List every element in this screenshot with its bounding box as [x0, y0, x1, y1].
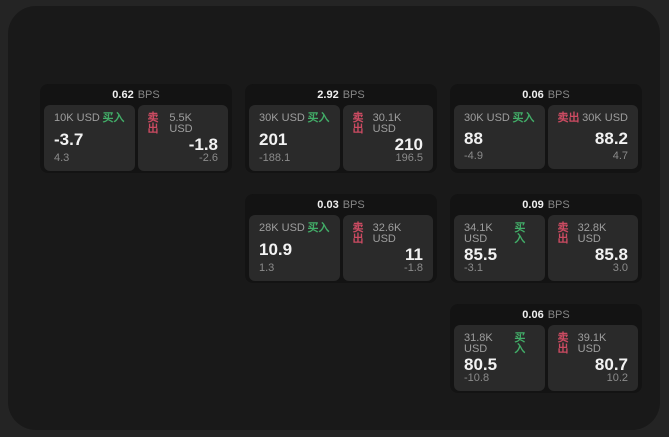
sell-side-label: 卖出: [147, 112, 159, 135]
quote-card: 0.06 BPS 30K USD 买入 88 -4.9 卖出 30K USD: [450, 84, 642, 173]
sell-delta: 196.5: [395, 152, 423, 164]
bps-unit-label: BPS: [342, 198, 365, 211]
sell-delta: -2.6: [199, 152, 218, 164]
bps-header: 0.09 BPS: [450, 194, 642, 215]
quote-card: 0.09 BPS 34.1K USD 买入 85.5 -3.1 卖出 32.8K…: [450, 194, 642, 283]
bps-header: 0.06 BPS: [450, 84, 642, 105]
buy-price: 88: [464, 128, 483, 148]
app-window: 0.62 BPS 10K USD 买入 -3.7 4.3 卖出 5.5K USD: [8, 6, 660, 430]
sell-side-label: 卖出: [557, 222, 569, 245]
sell-delta: 3.0: [612, 262, 628, 274]
buy-price: -3.7: [54, 129, 84, 149]
quote-card: 0.03 BPS 28K USD 买入 10.9 1.3 卖出 32.6K US…: [245, 194, 437, 283]
sell-amount-label: 30K USD: [582, 112, 628, 124]
bps-value: 2.92: [317, 88, 339, 101]
buy-amount-label: 34.1K USD: [464, 222, 493, 245]
buy-amount-label: 28K USD: [259, 222, 305, 234]
bps-header: 0.03 BPS: [245, 194, 437, 215]
bps-header: 2.92 BPS: [245, 84, 437, 105]
sell-delta: 10.2: [606, 372, 628, 384]
buy-amount-label: 10K USD: [54, 112, 100, 124]
quote-card: 0.62 BPS 10K USD 买入 -3.7 4.3 卖出 5.5K USD: [40, 84, 232, 173]
sell-price: 80.7: [594, 355, 628, 374]
buy-panel[interactable]: 30K USD 买入 201 -188.1: [249, 105, 340, 171]
bps-unit-label: BPS: [547, 88, 570, 101]
buy-side-label: 买入: [514, 222, 526, 245]
buy-side-label: 买入: [514, 332, 526, 355]
sell-price: 210: [394, 135, 423, 154]
buy-price: 10.9: [259, 239, 293, 259]
buy-amount-label: 31.8K USD: [464, 332, 493, 355]
buy-price: 201: [259, 129, 288, 149]
sell-amount-label: 32.8K USD: [577, 222, 607, 245]
bps-value: 0.06: [522, 88, 544, 101]
sell-amount-label: 39.1K USD: [577, 332, 607, 355]
bps-header: 0.06 BPS: [450, 304, 642, 325]
bps-unit-label: BPS: [137, 88, 160, 101]
bps-unit-label: BPS: [547, 308, 570, 321]
bps-unit-label: BPS: [342, 88, 365, 101]
buy-side-label: 买入: [512, 112, 535, 124]
buy-delta: 1.3: [259, 262, 275, 274]
buy-panel[interactable]: 10K USD 买入 -3.7 4.3: [44, 105, 135, 171]
buy-price: 85.5: [464, 245, 498, 264]
buy-delta: 4.3: [54, 152, 70, 164]
buy-price: 80.5: [464, 355, 498, 374]
sell-amount-label: 32.6K USD: [372, 222, 402, 245]
sell-side-label: 卖出: [352, 112, 364, 135]
sell-panel[interactable]: 卖出 32.8K USD 85.8 3.0: [547, 215, 638, 281]
sell-side-label: 卖出: [557, 332, 569, 355]
sell-panel[interactable]: 卖出 30.1K USD 210 196.5: [342, 105, 433, 171]
sell-panel[interactable]: 卖出 5.5K USD -1.8 -2.6: [137, 105, 228, 171]
sell-side-label: 卖出: [557, 112, 580, 124]
sell-delta: -1.8: [404, 262, 423, 274]
sell-price: 11: [405, 245, 423, 264]
buy-panel[interactable]: 34.1K USD 买入 85.5 -3.1: [454, 215, 545, 281]
sell-price: -1.8: [188, 135, 218, 154]
sell-amount-label: 30.1K USD: [372, 112, 402, 135]
buy-delta: -3.1: [464, 262, 483, 274]
buy-side-label: 买入: [102, 112, 125, 124]
sell-amount-label: 5.5K USD: [169, 112, 193, 135]
buy-side-label: 买入: [307, 222, 330, 234]
bps-header: 0.62 BPS: [40, 84, 232, 105]
quote-card: 0.06 BPS 31.8K USD 买入 80.5 -10.8 卖出 39.1…: [450, 304, 642, 393]
sell-panel[interactable]: 卖出 30K USD 88.2 4.7: [547, 105, 638, 169]
quote-card-grid: 0.62 BPS 10K USD 买入 -3.7 4.3 卖出 5.5K USD: [40, 84, 642, 393]
sell-panel[interactable]: 卖出 39.1K USD 80.7 10.2: [547, 325, 638, 391]
bps-value: 0.06: [522, 308, 544, 321]
buy-delta: -10.8: [464, 372, 490, 384]
buy-delta: -4.9: [464, 150, 483, 162]
bps-value: 0.03: [317, 198, 339, 211]
sell-delta: 4.7: [612, 150, 628, 162]
buy-panel[interactable]: 28K USD 买入 10.9 1.3: [249, 215, 340, 281]
buy-amount-label: 30K USD: [464, 112, 510, 124]
quote-card: 2.92 BPS 30K USD 买入 201 -188.1 卖出 30.1K …: [245, 84, 437, 173]
buy-side-label: 买入: [307, 112, 330, 124]
buy-panel[interactable]: 31.8K USD 买入 80.5 -10.8: [454, 325, 545, 391]
sell-price: 85.8: [594, 245, 628, 264]
buy-panel[interactable]: 30K USD 买入 88 -4.9: [454, 105, 545, 169]
buy-delta: -188.1: [259, 152, 291, 164]
bps-value: 0.09: [522, 198, 544, 211]
sell-panel[interactable]: 卖出 32.6K USD 11 -1.8: [342, 215, 433, 281]
bps-value: 0.62: [112, 88, 134, 101]
sell-price: 88.2: [594, 128, 628, 148]
sell-side-label: 卖出: [352, 222, 364, 245]
buy-amount-label: 30K USD: [259, 112, 305, 124]
bps-unit-label: BPS: [547, 198, 570, 211]
